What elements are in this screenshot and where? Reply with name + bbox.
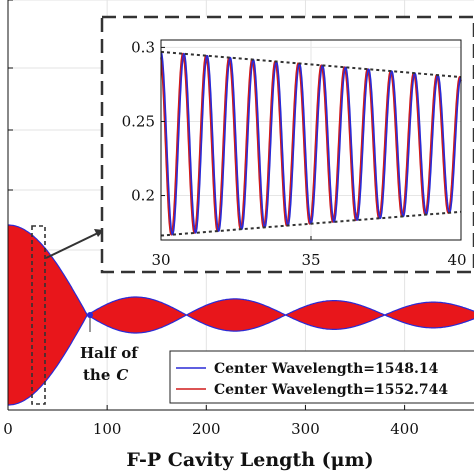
main-x-tick-label: 200: [192, 420, 221, 438]
inset-x-tick-label: 40: [447, 251, 466, 269]
inset-y-tick-label: 0.3: [131, 38, 155, 56]
annotation-point: [87, 312, 93, 318]
main-envelope-fill: [8, 225, 474, 405]
inset-y-ticks: 0.2 0.25 0.3: [122, 38, 165, 205]
legend-entry-2: Center Wavelength=1552.744: [214, 382, 448, 398]
inset-frame: [100, 15, 474, 274]
series-line-upper: [8, 224, 474, 316]
legend: Center Wavelength=1548.14 Center Wavelen…: [169, 350, 474, 404]
highlight-box: [31, 225, 46, 405]
inset-y-tick-label: 0.25: [122, 112, 155, 130]
inset-x-tick-label: 30: [151, 251, 170, 269]
inset-lower-envelope: [160, 210, 462, 237]
legend-box: [169, 350, 474, 404]
inset-y-tick-label: 0.2: [131, 187, 155, 205]
annotation-symbol: C: [116, 366, 128, 384]
main-x-axis-label: F-P Cavity Length (μm): [126, 449, 373, 471]
main-x-tick-label: 300: [291, 420, 320, 438]
inset-x-ticks: 30 35 40: [151, 236, 467, 269]
inset-series-red: [160, 52, 462, 236]
legend-entry-1: Center Wavelength=1548.14: [214, 361, 439, 377]
series-line-lower: [8, 314, 474, 406]
main-x-ticks: 0 100 200 300 400: [3, 405, 419, 438]
main-x-tick-label: 400: [390, 420, 419, 438]
main-x-tick-label: 0: [3, 420, 13, 438]
annotation-line-1: Half of: [80, 344, 139, 362]
zoom-arrow: [45, 231, 101, 259]
inset-x-tick-label: 35: [301, 251, 320, 269]
inset-plot: 30 35 40 0.2 0.25 0.3: [100, 15, 474, 274]
annotation-word-the: the: [83, 366, 110, 384]
main-x-tick-label: 100: [93, 420, 122, 438]
inset-upper-envelope: [160, 50, 462, 79]
annotation-line-2: the C: [83, 366, 128, 384]
